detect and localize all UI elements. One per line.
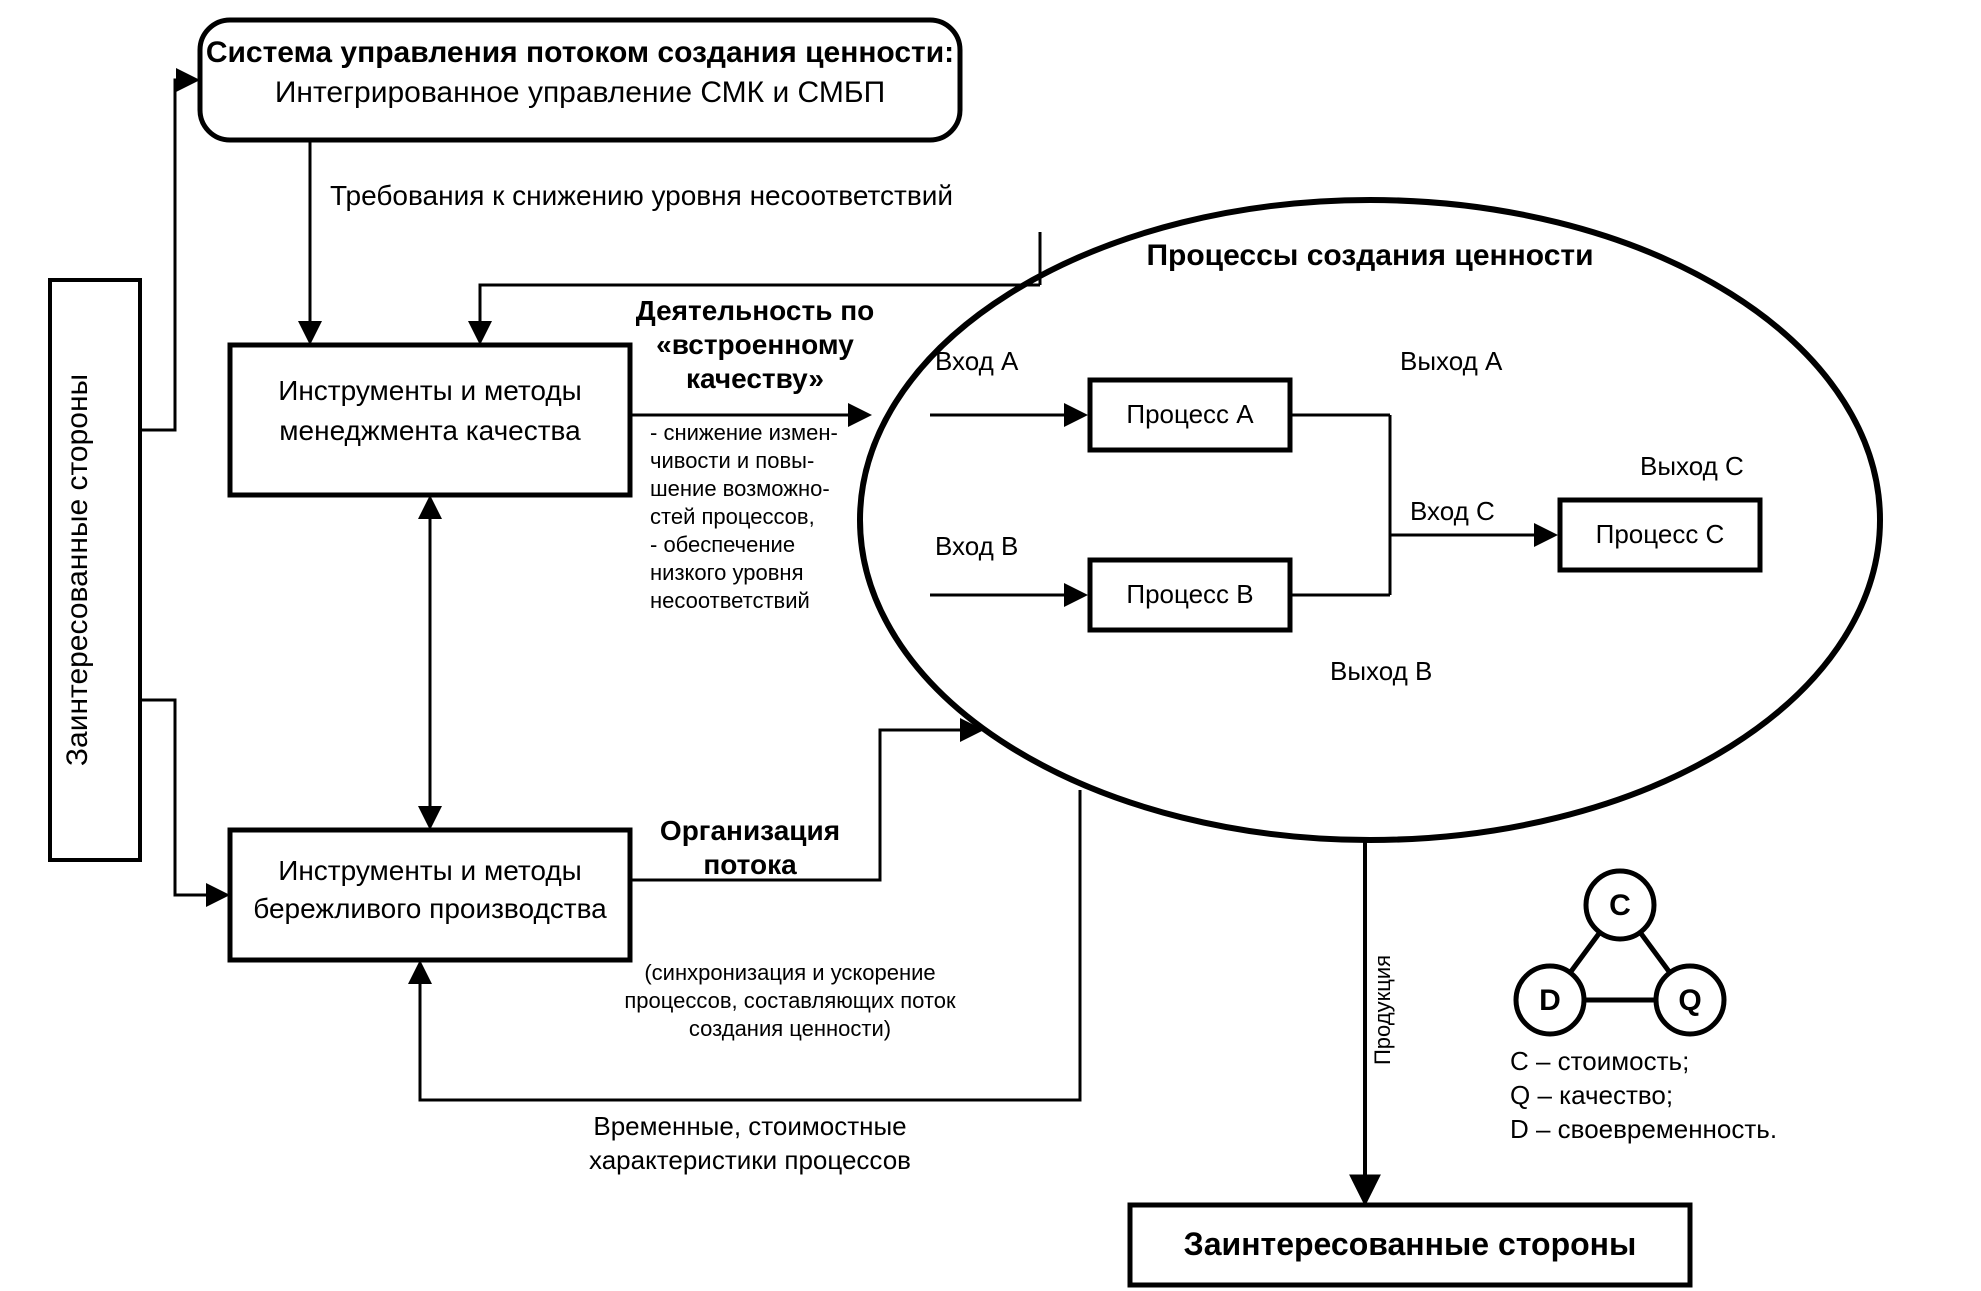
connector: [140, 700, 226, 895]
ellipse-title: Процессы создания ценности: [1146, 239, 1593, 272]
qm-tools-line: менеджмента качества: [279, 415, 581, 446]
quality-activity-title: Деятельность по: [636, 295, 874, 326]
cdq-label-q: Q: [1678, 984, 1701, 1017]
value-stream-diagram: Заинтересованные стороны Система управлен…: [0, 0, 1981, 1291]
cdq-legend-line: Q – качество;: [1510, 1080, 1673, 1110]
output-a-label: Выход A: [1400, 346, 1503, 376]
quality-activity-title: «встроенному: [656, 329, 854, 360]
lean-tools-line: бережливого производства: [253, 893, 607, 924]
system-subtitle: Интегрированное управление СМК и СМБП: [275, 76, 885, 109]
flow-org-detail: (синхронизация и ускорение: [644, 960, 935, 985]
process-c-label: Процесс C: [1596, 519, 1725, 549]
output-b-label: Выход B: [1330, 656, 1432, 686]
quality-activity-detail: - снижение измен-: [650, 420, 838, 445]
process-b-label: Процесс B: [1126, 579, 1253, 609]
cdq-legend-line: C – стоимость;: [1510, 1046, 1689, 1076]
flow-org-title: потока: [703, 849, 797, 880]
quality-activity-detail: стей процессов,: [650, 504, 815, 529]
quality-activity-detail: чивости и повы-: [650, 448, 814, 473]
temporal-line1: Временные, стоимостные: [593, 1111, 906, 1141]
temporal-line2: характеристики процессов: [589, 1145, 911, 1175]
input-a-label: Вход A: [935, 346, 1019, 376]
quality-activity-detail: шение возможно-: [650, 476, 830, 501]
cdq-legend-line: D – своевременность.: [1510, 1114, 1777, 1144]
quality-activity-title: качеству»: [686, 363, 824, 394]
flow-org-detail: создания ценности): [689, 1016, 891, 1041]
system-title: Система управления потоком создания ценн…: [206, 36, 954, 69]
connector: [140, 80, 196, 430]
output-c-label: Выход C: [1640, 451, 1744, 481]
stakeholders-left-label: Заинтересованные стороны: [61, 374, 94, 766]
quality-activity-detail: низкого уровня: [650, 560, 804, 585]
cdq-label-c: C: [1609, 889, 1631, 922]
quality-activity-detail: - обеспечение: [650, 532, 795, 557]
flow-org-title: Организация: [660, 815, 840, 846]
product-label: Продукция: [1370, 955, 1395, 1065]
requirements-label: Требования к снижению уровня несоответст…: [330, 180, 953, 211]
connector: [630, 730, 980, 880]
input-c-label: Вход C: [1410, 496, 1495, 526]
cdq-label-d: D: [1539, 984, 1561, 1017]
flow-org-detail: процессов, составляющих поток: [624, 988, 956, 1013]
stakeholders-bottom-label: Заинтересованные стороны: [1184, 1226, 1637, 1262]
qm-tools-line: Инструменты и методы: [278, 375, 582, 406]
process-a-label: Процесс A: [1126, 399, 1254, 429]
lean-tools-line: Инструменты и методы: [278, 855, 582, 886]
input-b-label: Вход B: [935, 531, 1018, 561]
quality-activity-detail: несоответствий: [650, 588, 810, 613]
